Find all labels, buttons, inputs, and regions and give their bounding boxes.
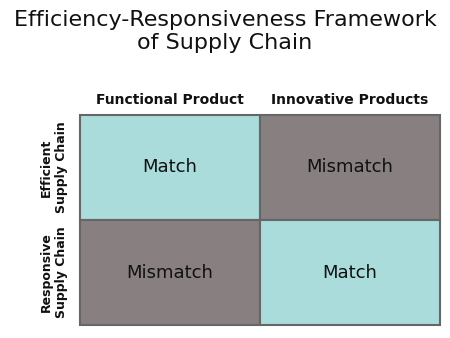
Bar	[80, 115, 260, 220]
Text: Match: Match	[143, 159, 198, 176]
Text: Efficient
Supply Chain: Efficient Supply Chain	[40, 122, 68, 213]
Bar	[260, 220, 440, 325]
Bar	[260, 115, 440, 220]
Text: Efficiency-Responsiveness Framework
of Supply Chain: Efficiency-Responsiveness Framework of S…	[14, 10, 436, 53]
Text: Responsive
Supply Chain: Responsive Supply Chain	[40, 226, 68, 318]
Text: Mismatch: Mismatch	[306, 159, 393, 176]
Text: Mismatch: Mismatch	[126, 264, 213, 282]
Text: Functional Product: Functional Product	[96, 93, 244, 107]
Text: Match: Match	[323, 264, 378, 282]
Bar	[80, 220, 260, 325]
Text: Innovative Products: Innovative Products	[271, 93, 428, 107]
